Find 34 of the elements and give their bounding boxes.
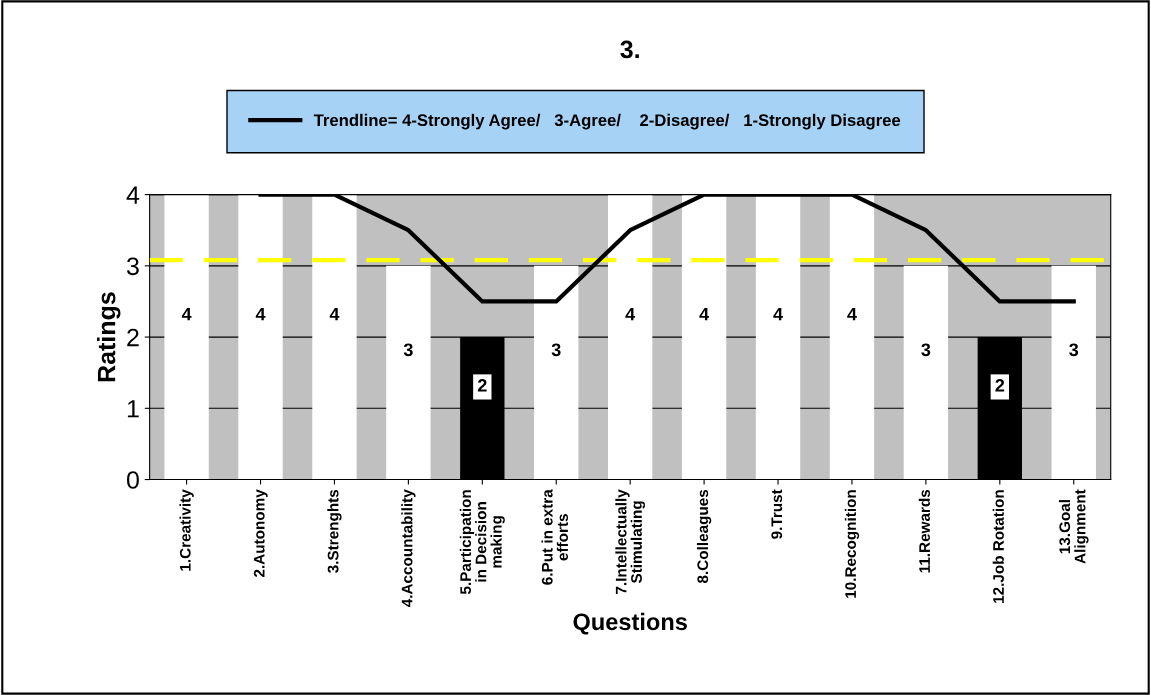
x-tick-label: 3.Strenghts <box>327 489 342 573</box>
data-label: 4 <box>255 307 266 321</box>
x-tick-label: 13.Goal Alignment <box>1058 489 1089 564</box>
data-label: 4 <box>773 307 783 321</box>
x-tick-label: 1.Creativity <box>179 489 194 571</box>
x-tick-label: 11.Rewards <box>918 489 930 573</box>
data-label: 4 <box>329 307 340 321</box>
data-label: 3 <box>551 343 561 357</box>
x-tick-label: 12.Job Rotation <box>992 490 1004 603</box>
legend-label: Trendline= 4-Strongly Agree/ 3-Agree/ 2-Disagree/ 1-Strongly Disagree <box>313 113 901 130</box>
y-tick-label: 2 <box>127 328 139 347</box>
x-tick-label: 8.Colleagues <box>696 489 712 584</box>
y-axis-title: Ratings <box>97 292 121 382</box>
data-label: 4 <box>847 307 857 321</box>
x-tick-label: 9.Trust <box>771 489 783 539</box>
data-label: 3 <box>921 343 931 357</box>
x-axis-title: Questions <box>573 612 687 635</box>
data-label: 4 <box>699 307 710 321</box>
y-tick-label: 1 <box>127 400 139 418</box>
data-label: 2 <box>477 379 487 392</box>
x-tick-label: 4.Accountability <box>401 489 416 608</box>
y-tick-label: 3 <box>126 257 139 276</box>
data-label: 4 <box>181 307 192 321</box>
data-label: 3 <box>1069 343 1079 357</box>
data-label: 4 <box>625 307 636 321</box>
x-tick-label: 2.Autonomy <box>253 489 268 578</box>
x-tick-label: 10.Recognition <box>844 490 860 598</box>
chart-title: 3. <box>620 40 639 59</box>
x-tick-label: 5.Participation in Decision making <box>459 490 505 595</box>
x-tick-label: 6.Put in extra efforts <box>541 489 569 585</box>
data-label: 3 <box>403 343 413 357</box>
y-tick-label: 0 <box>126 471 139 489</box>
y-tick-label: 4 <box>126 186 140 204</box>
data-label: 2 <box>995 379 1005 392</box>
